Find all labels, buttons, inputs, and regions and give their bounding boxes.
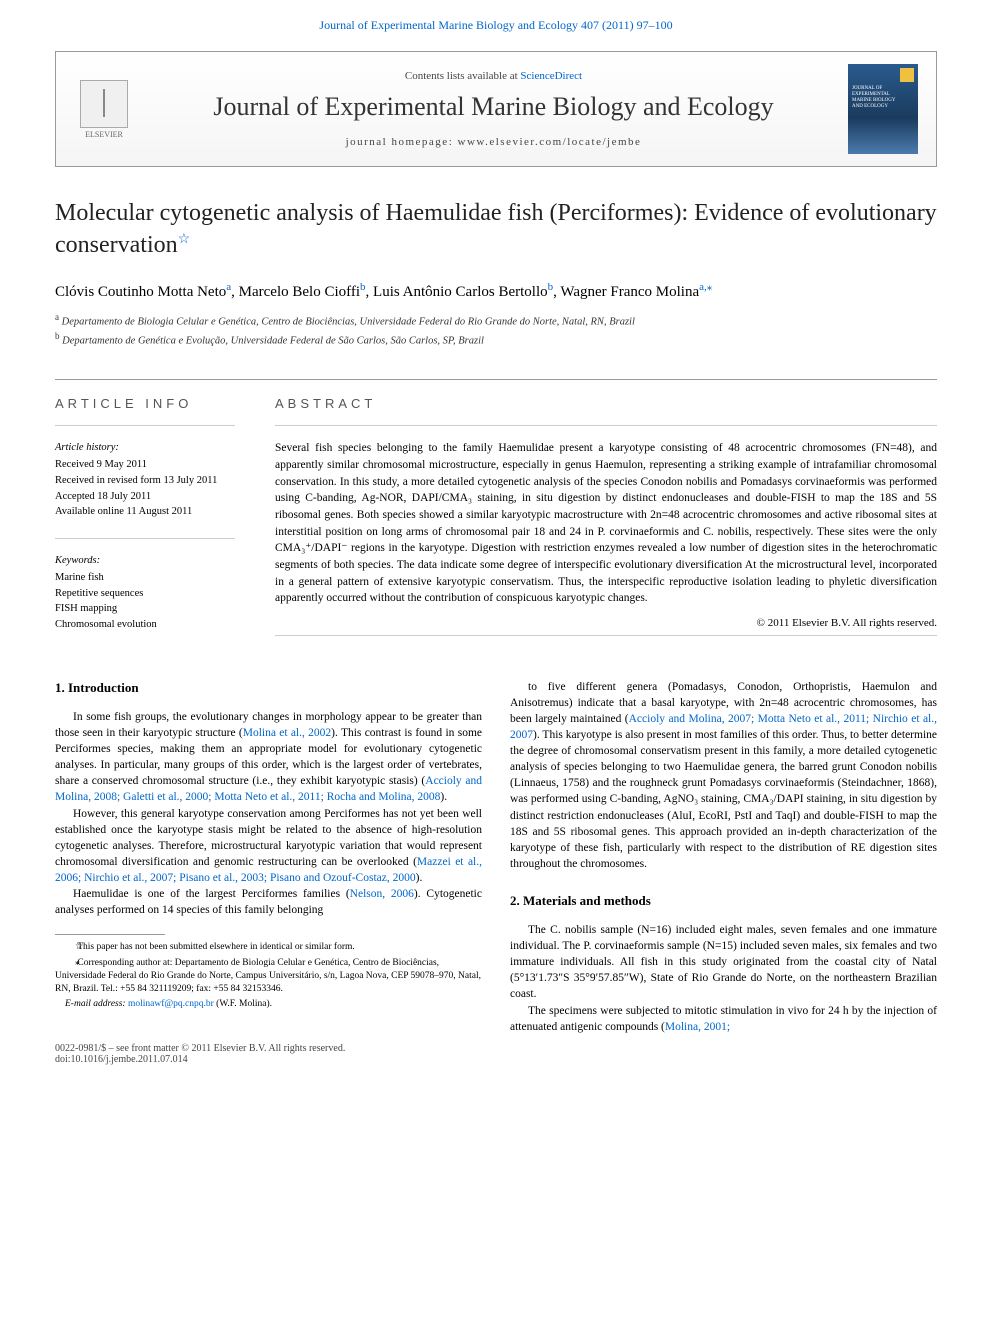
homepage-line: journal homepage: www.elsevier.com/locat… bbox=[154, 136, 833, 148]
article-info-column: ARTICLE INFO Article history: Received 9… bbox=[55, 379, 275, 651]
contents-line: Contents lists available at ScienceDirec… bbox=[154, 70, 833, 82]
keyword-3: FISH mapping bbox=[55, 601, 250, 617]
author-3-aff[interactable]: b bbox=[548, 281, 554, 293]
elsevier-logo[interactable]: ELSEVIER bbox=[74, 77, 134, 142]
journal-name: Journal of Experimental Marine Biology a… bbox=[154, 92, 833, 122]
cite-nelson-2006[interactable]: Nelson, 2006 bbox=[350, 888, 414, 900]
cover-title-text: JOURNAL OF EXPERIMENTAL MARINE BIOLOGY A… bbox=[852, 86, 914, 110]
keyword-4: Chromosomal evolution bbox=[55, 617, 250, 633]
history-received: Received 9 May 2011 bbox=[55, 457, 250, 473]
intro-p3: Haemulidae is one of the largest Percifo… bbox=[55, 886, 482, 918]
abstract-bottom-divider bbox=[275, 635, 937, 636]
affiliation-a: Departamento de Biologia Celular e Genét… bbox=[62, 316, 635, 327]
keywords-block: Keywords: Marine fish Repetitive sequenc… bbox=[55, 553, 250, 633]
history-online: Available online 11 August 2011 bbox=[55, 504, 250, 520]
page-footer: 0022-0981/$ – see front matter © 2011 El… bbox=[0, 1035, 992, 1085]
intro-p1: In some fish groups, the evolutionary ch… bbox=[55, 709, 482, 806]
author-4[interactable]: Wagner Franco Molina bbox=[560, 284, 699, 300]
abstract-divider bbox=[275, 425, 937, 426]
header-center: Contents lists available at ScienceDirec… bbox=[154, 70, 833, 148]
footer-left: 0022-0981/$ – see front matter © 2011 El… bbox=[55, 1043, 345, 1065]
author-2[interactable]: Marcelo Belo Cioffi bbox=[239, 284, 360, 300]
intro-p2: However, this general karyotype conserva… bbox=[55, 806, 482, 886]
abstract-label: ABSTRACT bbox=[275, 396, 937, 411]
elsevier-label: ELSEVIER bbox=[85, 130, 123, 139]
journal-header: ELSEVIER Contents lists available at Sci… bbox=[55, 51, 937, 167]
homepage-prefix: journal homepage: bbox=[346, 136, 458, 148]
footnote-corresponding: ⁎ Corresponding author at: Departamento … bbox=[55, 957, 482, 995]
article-history: Article history: Received 9 May 2011 Rec… bbox=[55, 440, 250, 520]
corresponding-marker[interactable]: ⁎ bbox=[707, 281, 713, 293]
article-info-label: ARTICLE INFO bbox=[55, 396, 250, 411]
cite-molina-2002[interactable]: Molina et al., 2002 bbox=[243, 727, 331, 739]
article-title: Molecular cytogenetic analysis of Haemul… bbox=[55, 197, 937, 262]
email-link[interactable]: molinawf@pq.cnpq.br bbox=[128, 999, 214, 1009]
abstract-text: Several fish species belonging to the fa… bbox=[275, 440, 937, 607]
affiliations: a Departamento de Biologia Celular e Gen… bbox=[55, 311, 937, 350]
footnotes: ☆ This paper has not been submitted else… bbox=[55, 941, 482, 1011]
author-1[interactable]: Clóvis Coutinho Motta Neto bbox=[55, 284, 226, 300]
footnote-divider bbox=[55, 934, 165, 935]
info-divider-1 bbox=[55, 425, 235, 426]
history-accepted: Accepted 18 July 2011 bbox=[55, 489, 250, 505]
keywords-title: Keywords: bbox=[55, 553, 250, 569]
footnote-paper: ☆ This paper has not been submitted else… bbox=[55, 941, 482, 954]
authors-line: Clóvis Coutinho Motta Neto a, Marcelo Bel… bbox=[55, 280, 937, 301]
history-revised: Received in revised form 13 July 2011 bbox=[55, 473, 250, 489]
sciencedirect-link[interactable]: ScienceDirect bbox=[520, 70, 582, 82]
keyword-1: Marine fish bbox=[55, 570, 250, 586]
journal-citation-link[interactable]: Journal of Experimental Marine Biology a… bbox=[0, 0, 992, 41]
author-3[interactable]: Luis Antônio Carlos Bertollo bbox=[373, 284, 548, 300]
contents-prefix: Contents lists available at bbox=[405, 70, 520, 82]
methods-heading: 2. Materials and methods bbox=[510, 892, 937, 910]
doi-line[interactable]: doi:10.1016/j.jembe.2011.07.014 bbox=[55, 1054, 345, 1065]
intro-p4: to five different genera (Pomadasys, Con… bbox=[510, 679, 937, 872]
journal-cover-thumbnail[interactable]: JOURNAL OF EXPERIMENTAL MARINE BIOLOGY A… bbox=[848, 64, 918, 154]
cite-molina-2001[interactable]: Molina, 2001; bbox=[665, 1021, 730, 1033]
article-body: 1. Introduction In some fish groups, the… bbox=[55, 679, 937, 1035]
homepage-url[interactable]: www.elsevier.com/locate/jembe bbox=[458, 136, 642, 148]
abstract-column: ABSTRACT Several fish species belonging … bbox=[275, 379, 937, 651]
history-title: Article history: bbox=[55, 440, 250, 456]
introduction-heading: 1. Introduction bbox=[55, 679, 482, 697]
author-1-aff[interactable]: a bbox=[226, 281, 231, 293]
keyword-2: Repetitive sequences bbox=[55, 586, 250, 602]
author-4-aff[interactable]: a, bbox=[699, 281, 707, 293]
methods-p1: The C. nobilis sample (N=16) included ei… bbox=[510, 922, 937, 1002]
abstract-copyright: © 2011 Elsevier B.V. All rights reserved… bbox=[275, 617, 937, 629]
issn-line: 0022-0981/$ – see front matter © 2011 El… bbox=[55, 1043, 345, 1054]
info-divider-2 bbox=[55, 538, 235, 539]
methods-p2: The specimens were subjected to mitotic … bbox=[510, 1003, 937, 1035]
title-footnote-marker[interactable]: ☆ bbox=[178, 232, 191, 247]
elsevier-tree-icon bbox=[80, 80, 128, 128]
author-2-aff[interactable]: b bbox=[360, 281, 366, 293]
footnote-email: E-mail address: molinawf@pq.cnpq.br (W.F… bbox=[55, 998, 482, 1011]
affiliation-b: Departamento de Genética e Evolução, Uni… bbox=[62, 336, 484, 347]
